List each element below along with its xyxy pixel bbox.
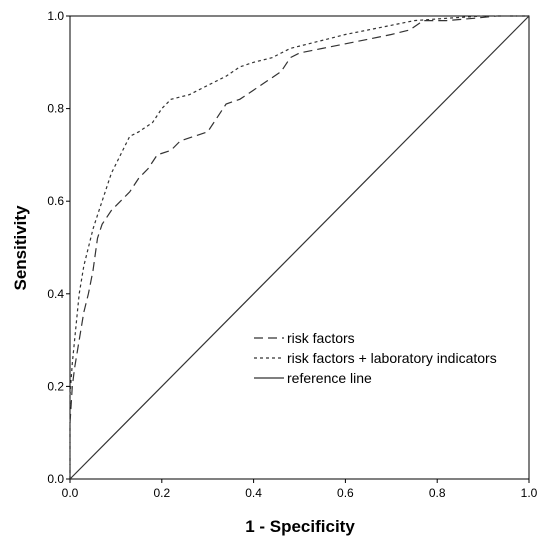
series-reference-line	[69, 15, 530, 480]
x-tick-label: 0.0	[62, 486, 79, 500]
x-tick-label: 0.6	[337, 486, 354, 500]
x-tick-label: 0.8	[429, 486, 446, 500]
series-layer	[69, 15, 530, 480]
ticks-layer: 0.0 0.2 0.4 0.6 0.8 1.0 0.0 0.2 0.4 0.6 0.8 1.0	[47, 9, 537, 500]
legend-label-risk-factors: risk factors	[287, 330, 355, 346]
y-tick-label: 0.2	[47, 379, 64, 393]
x-tick-label: 1.0	[521, 486, 538, 500]
y-tick-label: 0.8	[47, 102, 64, 116]
y-tick-label: 0.4	[47, 287, 64, 301]
legend-label-risk-factors-lab: risk factors + laboratory indicators	[287, 350, 497, 366]
x-tick-label: 0.4	[245, 486, 262, 500]
legend-label-reference-line: reference line	[287, 370, 372, 386]
series-risk-factors-lab	[69, 15, 529, 479]
x-axis-title: 1 - Specificity	[245, 517, 355, 536]
y-axis-title: Sensitivity	[11, 205, 30, 291]
legend: risk factors risk factors + laboratory i…	[254, 330, 497, 386]
y-tick-label: 1.0	[47, 9, 64, 23]
y-tick-label: 0.6	[47, 194, 64, 208]
series-risk-factors	[69, 15, 529, 479]
y-tick-label: 0.0	[47, 472, 64, 486]
x-tick-label: 0.2	[153, 486, 170, 500]
